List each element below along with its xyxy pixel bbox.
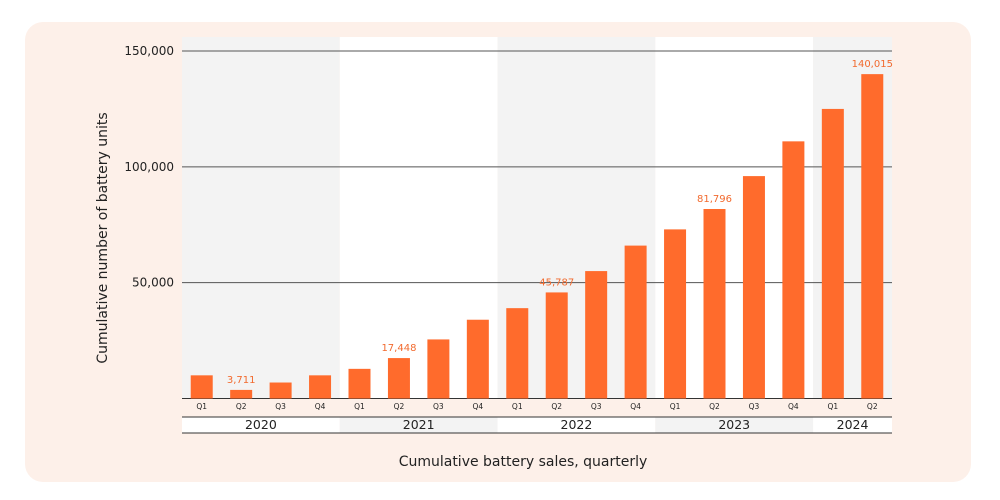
bar xyxy=(190,375,213,399)
x-axis-label: Cumulative battery sales, quarterly xyxy=(399,454,648,470)
bars xyxy=(190,74,884,399)
bar xyxy=(387,358,410,399)
quarter-tick-label: Q1 xyxy=(196,402,207,411)
y-tick-label: 50,000 xyxy=(132,276,174,290)
gridlines xyxy=(182,50,892,399)
data-label: 17,448 xyxy=(381,343,416,354)
quarter-tick-label: Q1 xyxy=(512,402,523,411)
quarter-tick-label: Q2 xyxy=(551,402,562,411)
quarter-tick-label: Q4 xyxy=(472,402,483,411)
year-label-band-2022 xyxy=(497,417,656,433)
quarter-tick-label: Q4 xyxy=(315,402,326,411)
year-label-band-2023 xyxy=(655,417,814,433)
bar xyxy=(624,245,647,399)
bar xyxy=(664,229,687,399)
quarter-ticks: Q1 Q2 Q3 Q4 Q1 Q2 Q3 Q4 Q1 Q2 Q3 Q4 Q1 Q2 Q3 Q4 Q1 Q2 xyxy=(196,402,877,411)
quarter-tick-label: Q3 xyxy=(591,402,602,411)
year-label-band-2021 xyxy=(339,417,498,433)
y-axis-label: Cumulative number of battery units xyxy=(95,112,111,363)
quarter-tick-label: Q2 xyxy=(709,402,720,411)
year-label-band-2024 xyxy=(813,417,892,433)
quarter-tick-label: Q1 xyxy=(354,402,365,411)
bar xyxy=(585,271,608,399)
y-tick-label: 100,000 xyxy=(124,160,174,174)
y-ticks: 50,000 100,000 150,000 xyxy=(124,44,174,290)
data-label: 81,796 xyxy=(697,194,732,205)
bar xyxy=(466,319,489,399)
bar xyxy=(269,382,292,399)
year-label: 2022 xyxy=(561,417,593,432)
bar xyxy=(861,74,884,399)
year-label: 2024 xyxy=(837,417,869,432)
data-label: 140,015 xyxy=(852,59,893,70)
quarter-tick-label: Q2 xyxy=(394,402,405,411)
bar xyxy=(821,108,844,399)
y-tick-label: 150,000 xyxy=(124,44,174,58)
year-labels: 2020 2021 2022 2023 2024 xyxy=(182,416,892,434)
year-label: 2023 xyxy=(718,417,750,432)
bar xyxy=(309,375,332,399)
bar xyxy=(506,308,529,399)
year-label-band-2020 xyxy=(182,417,340,433)
bar xyxy=(230,389,253,399)
quarter-tick-label: Q4 xyxy=(630,402,641,411)
bar xyxy=(703,209,726,399)
year-label: 2021 xyxy=(403,417,435,432)
bar xyxy=(348,368,371,399)
data-labels: 3,711 17,448 45,787 81,796 140,015 xyxy=(227,59,893,386)
quarter-tick-label: Q1 xyxy=(670,402,681,411)
quarter-tick-label: Q3 xyxy=(275,402,286,411)
year-band-2020 xyxy=(182,37,340,399)
bar xyxy=(427,339,450,399)
data-label: 3,711 xyxy=(227,375,256,386)
year-label: 2020 xyxy=(245,417,277,432)
bar xyxy=(782,141,805,399)
bar xyxy=(742,176,765,399)
bar xyxy=(545,292,568,399)
quarter-tick-label: Q3 xyxy=(433,402,444,411)
quarter-tick-label: Q3 xyxy=(749,402,760,411)
quarter-tick-label: Q1 xyxy=(827,402,838,411)
quarter-tick-label: Q2 xyxy=(867,402,878,411)
data-label: 45,787 xyxy=(539,277,574,288)
quarter-tick-label: Q4 xyxy=(788,402,799,411)
quarter-tick-label: Q2 xyxy=(236,402,247,411)
